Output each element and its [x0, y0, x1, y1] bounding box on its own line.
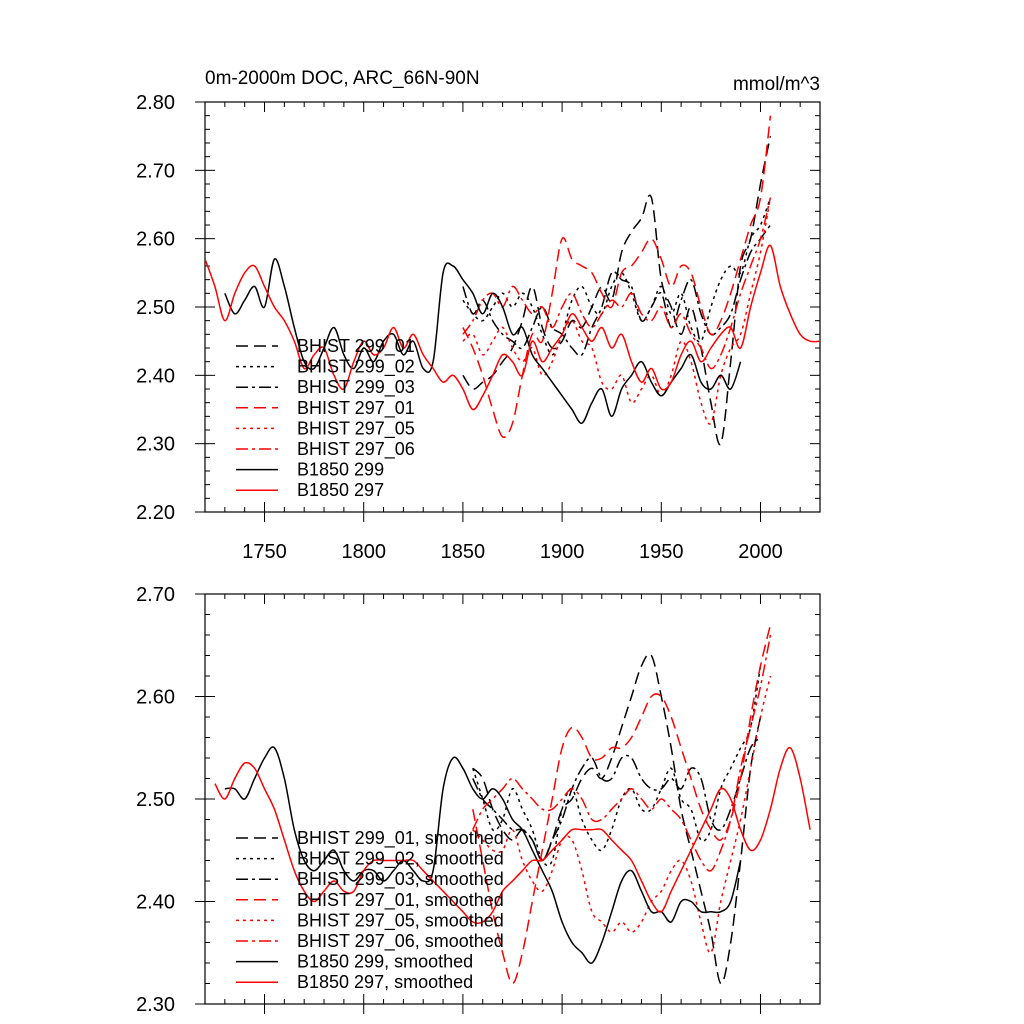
series-line — [472, 675, 772, 954]
y-tick-label: 2.30 — [136, 994, 175, 1016]
y-tick-label: 2.60 — [136, 229, 175, 251]
series-line — [462, 224, 772, 357]
series-line — [462, 115, 772, 439]
series-line — [472, 665, 762, 867]
legend-label: BHIST 297_01 — [297, 398, 415, 419]
x-tick-label: 1900 — [540, 541, 585, 563]
legend-label: BHIST 297_06, smoothed — [297, 931, 504, 952]
y-tick-label: 2.80 — [136, 92, 175, 114]
y-tick-label: 2.30 — [136, 434, 175, 456]
legend-label: BHIST 297_01, smoothed — [297, 890, 504, 911]
x-tick-label: 1800 — [341, 541, 386, 563]
y-tick-label: 2.40 — [136, 365, 175, 387]
y-tick-label: 2.70 — [136, 584, 175, 606]
series-line — [224, 258, 742, 424]
legend-label: B1850 299, smoothed — [297, 952, 473, 972]
x-tick-label: 1850 — [441, 541, 486, 563]
series-line — [472, 653, 762, 985]
legend-label: BHIST 299_02 — [297, 357, 415, 378]
top-panel: 0m-2000m DOC, ARC_66N-90N mmol/m^3 1750 1… — [136, 68, 821, 563]
series-line — [472, 736, 762, 862]
series-line — [205, 244, 820, 411]
bottom-series-lines — [214, 624, 811, 985]
legend-label: B1850 297 — [297, 480, 384, 500]
legend-label: B1850 297, smoothed — [297, 972, 473, 992]
top-series-lines — [205, 115, 820, 446]
series-line — [224, 746, 742, 964]
y-tick-label: 2.70 — [136, 160, 175, 182]
x-tick-label: 1750 — [242, 541, 287, 563]
series-line — [462, 197, 772, 425]
legend-label: BHIST 297_05 — [297, 418, 415, 439]
series-line — [472, 624, 772, 985]
legend-label: BHIST 299_02, smoothed — [297, 849, 504, 870]
series-line — [214, 746, 811, 925]
y-tick-label: 2.50 — [136, 789, 175, 811]
x-tick-label: 2000 — [738, 541, 783, 563]
legend-label: BHIST 297_06 — [297, 439, 415, 460]
bottom-panel: 2.30 2.40 2.50 2.60 2.70 BHIST 299_01, smoot… — [136, 584, 821, 1016]
units-label: mmol/m^3 — [733, 74, 820, 95]
legend-label: BHIST 299_03 — [297, 377, 415, 398]
y-tick-label: 2.60 — [136, 687, 175, 709]
legend-label: BHIST 299_03, smoothed — [297, 869, 504, 890]
x-tick-label: 1950 — [639, 541, 684, 563]
series-line — [462, 197, 772, 370]
chart-title: 0m-2000m DOC, ARC_66N-90N — [205, 68, 480, 89]
top-axis-ticks: 1750 1800 1850 1900 1950 2000 2.20 2.30 2.40 2.50… — [136, 92, 821, 563]
legend-label: BHIST 297_05, smoothed — [297, 910, 504, 931]
y-tick-label: 2.50 — [136, 297, 175, 319]
y-tick-label: 2.40 — [136, 892, 175, 914]
series-line — [472, 634, 772, 872]
y-tick-label: 2.20 — [136, 502, 175, 524]
bottom-axis-ticks: 2.30 2.40 2.50 2.60 2.70 — [136, 584, 821, 1016]
legend-label: BHIST 299_01 — [297, 336, 415, 357]
legend-label: BHIST 299_01, smoothed — [297, 828, 504, 849]
legend-label: B1850 299 — [297, 460, 384, 480]
